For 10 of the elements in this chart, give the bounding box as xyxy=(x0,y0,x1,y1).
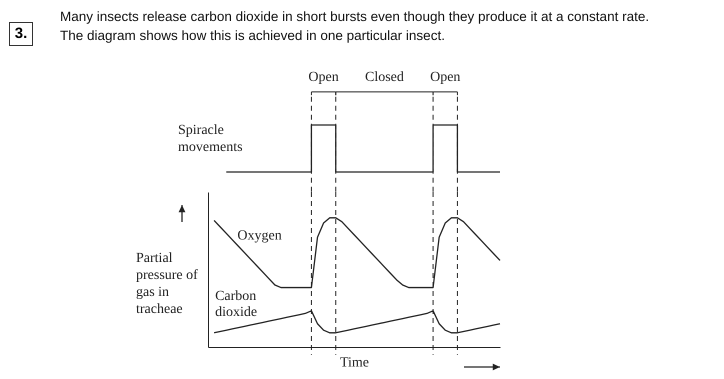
text: Open xyxy=(430,70,460,85)
y-axis-title: Spiracle movements xyxy=(178,122,244,156)
series-label: Carbon dioxide xyxy=(215,288,258,320)
text: Closed xyxy=(364,70,404,85)
series-label: Oxygen xyxy=(237,228,282,244)
y-axis-title: Partial pressure of gas in tracheae xyxy=(136,250,198,318)
text: Open xyxy=(308,70,339,85)
x-axis-title: Time xyxy=(340,356,370,370)
chart-title: Many insects release carbon dioxide in short bursts even though they produce it at a constant rate. The diagram shows how this is achieved in one particular insect. xyxy=(60,8,650,45)
text: 3. xyxy=(9,22,33,46)
